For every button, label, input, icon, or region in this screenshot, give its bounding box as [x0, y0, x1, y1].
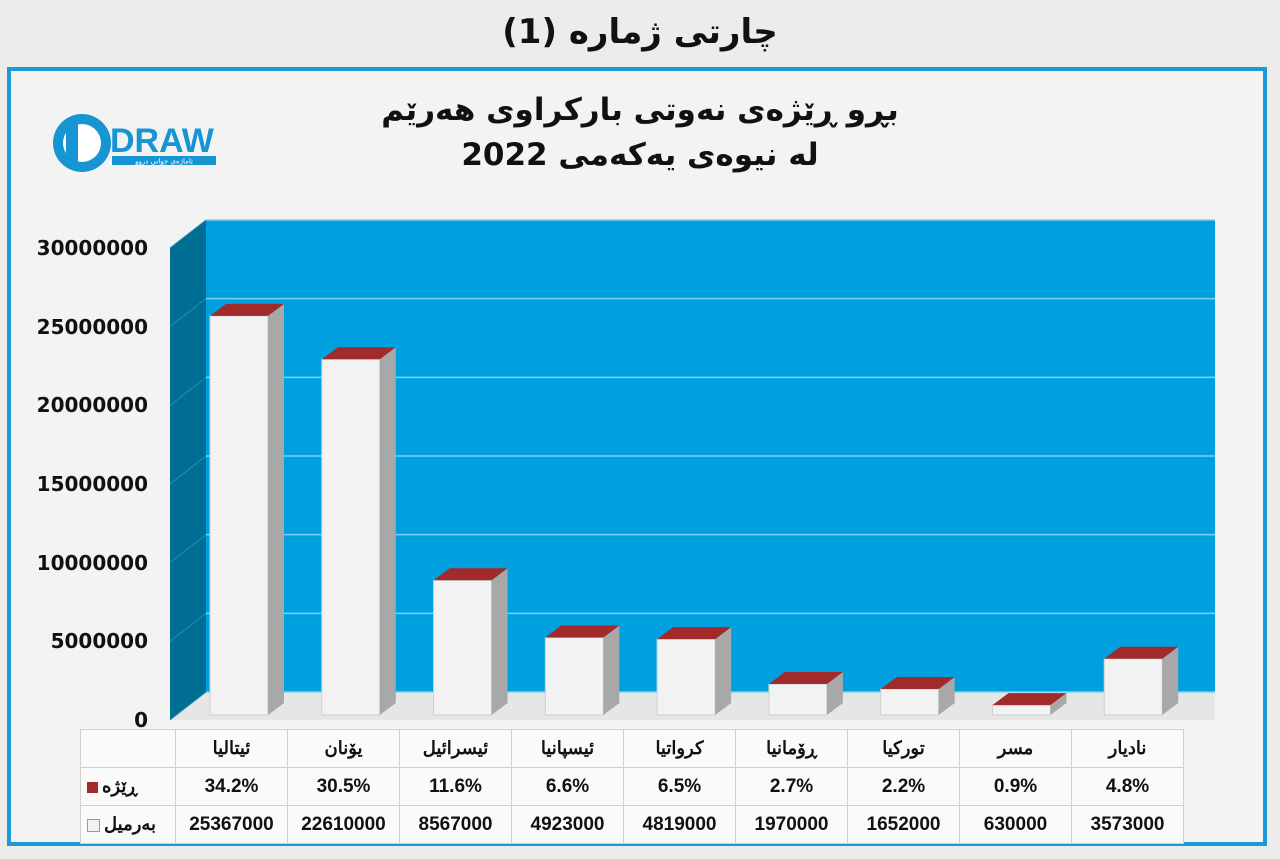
- y-tick-label: 20000000: [36, 393, 148, 418]
- percent-value: 30.5%: [287, 767, 400, 806]
- category-label: تورکیا: [847, 729, 960, 768]
- svg-text:DRAW: DRAW: [110, 122, 215, 160]
- bar-side: [491, 568, 508, 715]
- bar-7: [880, 677, 955, 716]
- bar-top: [657, 627, 732, 640]
- category-label: نادیار: [1071, 729, 1184, 768]
- draw-logo: DRAW ئاماژەی جوانی دروو: [52, 112, 222, 178]
- bar-side: [268, 303, 284, 715]
- bar-side: [715, 627, 732, 715]
- gridline-side: [169, 534, 207, 564]
- bar-5: [656, 627, 732, 716]
- barrels-value: 22610000: [287, 805, 400, 844]
- percent-value: 2.2%: [847, 767, 960, 806]
- legend-swatch-percent: [87, 781, 98, 793]
- bar-top: [210, 303, 284, 316]
- barrels-value: 8567000: [399, 805, 512, 844]
- percent-row: ڕێژە 34.2% 30.5% 11.6% 6.6% 6.5% 2.7% 2.2% 0.9%…: [80, 767, 1184, 806]
- bar-3: [433, 568, 508, 716]
- bar-2: [321, 347, 396, 716]
- bar-side: [603, 625, 620, 715]
- category-label: ئیتاليا: [175, 729, 288, 768]
- bar-front: [768, 683, 828, 716]
- bar-front: [880, 688, 940, 716]
- legend-swatch-barrels: [87, 818, 100, 832]
- barrels-value: 3573000: [1071, 805, 1184, 844]
- percent-value: 6.6%: [511, 767, 624, 806]
- category-label: ئیسپانیا: [511, 729, 624, 768]
- category-label: کرواتیا: [623, 729, 736, 768]
- barrels-value: 4923000: [511, 805, 624, 844]
- chart-title-line1: بڕو ڕێژەی نەوتی بارکراوی هەرێم: [381, 92, 899, 128]
- gridline-side: [169, 691, 207, 721]
- category-label: ڕۆمانیا: [735, 729, 848, 768]
- category-label: ئیسرائیل: [399, 729, 512, 768]
- barrels-row: بەرمیل 25367000 22610000 8567000 4923000 481…: [80, 805, 1184, 844]
- gridline-side: [169, 219, 207, 249]
- data-table: ئیتاليا یۆنان ئیسرائیل ئیسپانیا کرواتیا ڕۆمان…: [80, 729, 1184, 844]
- y-tick-label: 30000000: [36, 236, 148, 260]
- category-row: ئیتاليا یۆنان ئیسرائیل ئیسپانیا کرواتیا ڕۆمان…: [80, 729, 1184, 768]
- page-title: چارتی ژمارە (1): [502, 12, 778, 52]
- legend-empty-cell: [80, 729, 176, 768]
- percent-value: 2.7%: [735, 767, 848, 806]
- y-tick-label: 25000000: [36, 314, 148, 339]
- bar-1: [209, 303, 284, 716]
- bar-top: [433, 568, 508, 581]
- bar-side: [1162, 646, 1179, 715]
- category-label: مسر: [959, 729, 1072, 768]
- barrels-value: 1970000: [735, 805, 848, 844]
- bar-side: [826, 672, 843, 715]
- y-tick-label: 0: [134, 708, 148, 732]
- bar-top: [321, 347, 396, 360]
- bar-front: [656, 638, 716, 716]
- bar-side: [1050, 693, 1067, 715]
- bar-side: [938, 677, 955, 715]
- y-tick-label: 5000000: [50, 629, 148, 654]
- percent-value: 11.6%: [399, 767, 512, 806]
- y-tick-label: 10000000: [36, 550, 148, 575]
- bar-top: [768, 672, 843, 685]
- bar-front: [544, 637, 604, 716]
- legend-percent: ڕێژە: [80, 767, 176, 806]
- bar-6: [768, 672, 843, 716]
- bar-top: [880, 677, 955, 690]
- chart-title-line2: لە نیوەی یەکەمی 2022: [461, 137, 819, 173]
- gridline-side: [169, 455, 207, 485]
- bar-front: [321, 358, 381, 716]
- bar-top: [992, 693, 1067, 706]
- bar-9: [1103, 646, 1179, 716]
- bar-top: [1104, 646, 1179, 659]
- bar-front: [991, 704, 1051, 716]
- gridline-side: [169, 376, 207, 406]
- svg-text:ئاماژەی جوانی دروو: ئاماژەی جوانی دروو: [134, 158, 193, 166]
- barrels-value: 25367000: [175, 805, 288, 844]
- legend-barrels: بەرمیل: [80, 805, 176, 844]
- barrels-value: 630000: [959, 805, 1072, 844]
- barrels-value: 4819000: [623, 805, 736, 844]
- y-tick-label: 15000000: [36, 472, 148, 496]
- category-label: یۆنان: [287, 729, 400, 768]
- bar-side: [379, 347, 396, 715]
- bar-front: [209, 315, 269, 716]
- percent-value: 0.9%: [959, 767, 1072, 806]
- bar-8: [991, 693, 1067, 716]
- barrels-value: 1652000: [847, 805, 960, 844]
- bar-4: [544, 625, 620, 716]
- gridline-side: [169, 612, 207, 642]
- bar-top: [545, 625, 620, 638]
- percent-value: 34.2%: [175, 767, 288, 806]
- percent-value: 4.8%: [1071, 767, 1184, 806]
- bar-front: [433, 579, 493, 716]
- bar-front: [1103, 658, 1163, 716]
- gridline-side: [169, 298, 207, 328]
- percent-value: 6.5%: [623, 767, 736, 806]
